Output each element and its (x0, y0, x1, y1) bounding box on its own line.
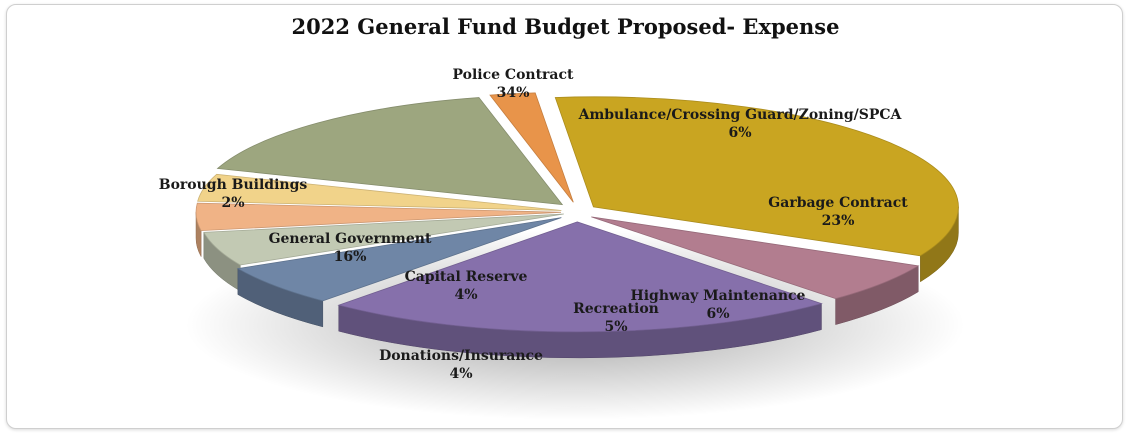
slice-highway-maintenance (236, 217, 562, 302)
slice-ambulance-crossing-guard-zoning-spca (591, 216, 920, 300)
pie-sides (195, 206, 959, 359)
label-police-contract: Police Contract 34% (453, 67, 575, 101)
label-recreation: Recreation 5% (573, 301, 659, 335)
slice-recreation (203, 213, 564, 266)
chart-title: 2022 General Fund Budget Proposed- Expen… (291, 14, 840, 39)
slice-capital-reserve (197, 173, 562, 211)
pie-tops (195, 92, 959, 333)
pie-labels: Police Contract 34% Ambulance/Crossing Gu… (159, 67, 908, 382)
slice-police-contract (554, 96, 959, 257)
label-capital-reserve: Capital Reserve 4% (405, 269, 528, 303)
label-donations-insurance: Donations/Insurance 4% (379, 348, 543, 382)
slice-general-government (216, 97, 564, 206)
slice-garbage-contract (337, 221, 823, 333)
slice-donations-insurance (195, 202, 562, 232)
label-garbage-contract: Garbage Contract 23% (768, 195, 908, 229)
label-ambulance: Ambulance/Crossing Guard/Zoning/SPCA 6% (578, 107, 903, 141)
label-borough-buildings: Borough Buildings 2% (159, 177, 308, 211)
label-highway-maintenance: Highway Maintenance 6% (631, 288, 806, 322)
slice-borough-buildings (489, 92, 574, 203)
label-general-government: General Government 16% (269, 231, 432, 265)
